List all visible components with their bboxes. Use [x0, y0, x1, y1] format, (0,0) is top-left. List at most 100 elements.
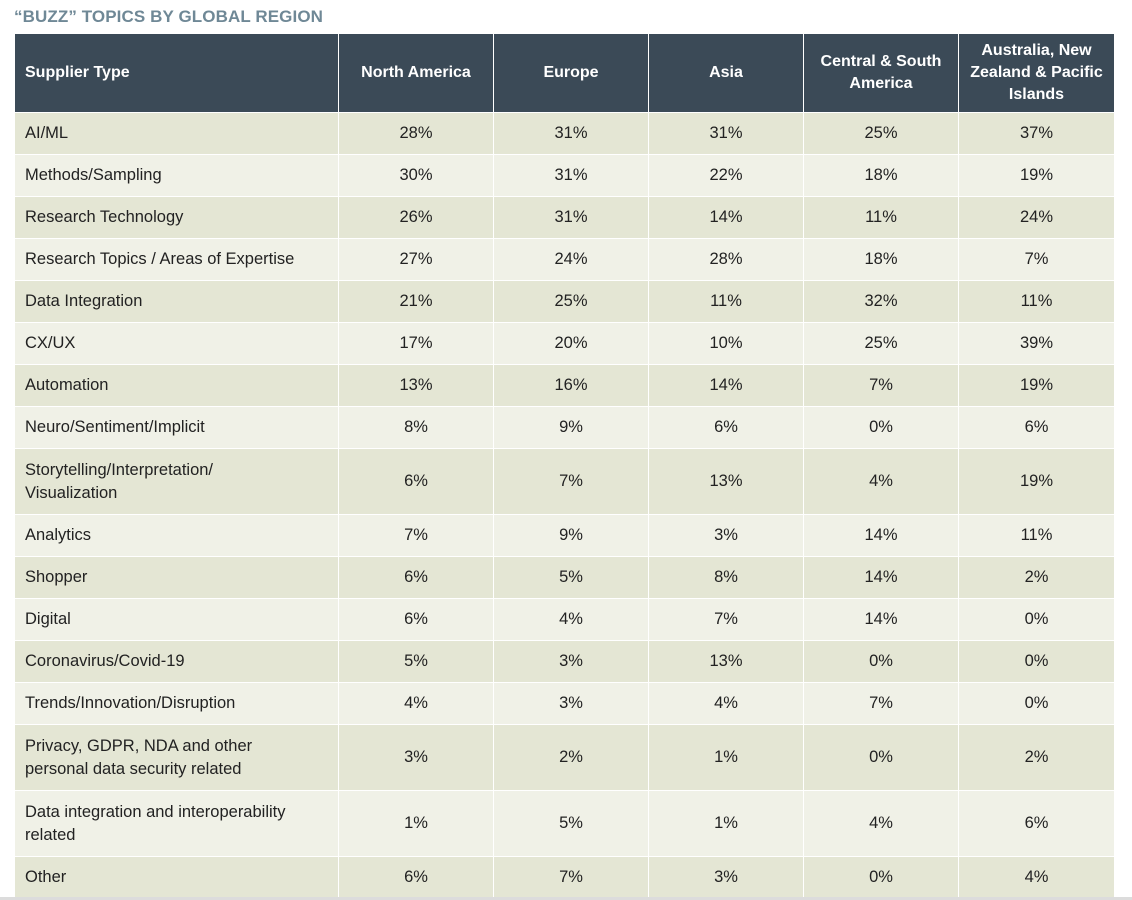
- cell-north-america: 27%: [338, 238, 494, 281]
- cell-europe: 31%: [493, 112, 649, 155]
- cell-australia-nz-pacific: 19%: [958, 448, 1115, 515]
- cell-north-america: 3%: [338, 724, 494, 791]
- cell-australia-nz-pacific: 11%: [958, 280, 1115, 323]
- cell-north-america: 28%: [338, 112, 494, 155]
- row-label: Research Technology: [14, 196, 339, 239]
- column-header-central-south-america: Central & South America: [803, 33, 959, 113]
- cell-asia: 3%: [648, 856, 804, 899]
- cell-europe: 20%: [493, 322, 649, 365]
- cell-central-south-america: 18%: [803, 154, 959, 197]
- row-label: Research Topics / Areas of Expertise: [14, 238, 339, 281]
- cell-europe: 3%: [493, 682, 649, 725]
- table-row: AI/ML 28% 31% 31% 25% 37%: [14, 112, 1115, 155]
- cell-asia: 31%: [648, 112, 804, 155]
- cell-asia: 7%: [648, 598, 804, 641]
- cell-north-america: 26%: [338, 196, 494, 239]
- row-label: Data Integration: [14, 280, 339, 323]
- cell-europe: 31%: [493, 154, 649, 197]
- row-label: Privacy, GDPR, NDA and other personal da…: [14, 724, 339, 791]
- cell-europe: 9%: [493, 406, 649, 449]
- cell-asia: 6%: [648, 406, 804, 449]
- table-row: Research Topics / Areas of Expertise 27% 2…: [14, 238, 1115, 281]
- cell-central-south-america: 18%: [803, 238, 959, 281]
- table-title: “BUZZ” TOPICS BY GLOBAL REGION: [14, 7, 324, 26]
- cell-north-america: 7%: [338, 514, 494, 557]
- cell-central-south-america: 14%: [803, 514, 959, 557]
- row-label: Methods/Sampling: [14, 154, 339, 197]
- cell-central-south-america: 11%: [803, 196, 959, 239]
- table-row: Automation 13% 16% 14% 7% 19%: [14, 364, 1115, 407]
- cell-asia: 1%: [648, 724, 804, 791]
- column-header-asia: Asia: [648, 33, 804, 113]
- cell-asia: 13%: [648, 640, 804, 683]
- table-row: Storytelling/Interpretation/ Visualizati…: [14, 448, 1115, 515]
- row-label: AI/ML: [14, 112, 339, 155]
- cell-north-america: 21%: [338, 280, 494, 323]
- cell-central-south-america: 14%: [803, 598, 959, 641]
- cell-north-america: 6%: [338, 556, 494, 599]
- cell-australia-nz-pacific: 19%: [958, 154, 1115, 197]
- cell-central-south-america: 32%: [803, 280, 959, 323]
- buzz-topics-table: Supplier Type North America Europe Asia …: [14, 33, 1115, 899]
- column-header-supplier-type: Supplier Type: [14, 33, 339, 113]
- row-label: Data integration and interoperability re…: [14, 790, 339, 857]
- cell-central-south-america: 0%: [803, 640, 959, 683]
- cell-europe: 31%: [493, 196, 649, 239]
- cell-europe: 24%: [493, 238, 649, 281]
- cell-europe: 2%: [493, 724, 649, 791]
- cell-north-america: 6%: [338, 448, 494, 515]
- cell-europe: 4%: [493, 598, 649, 641]
- cell-central-south-america: 0%: [803, 856, 959, 899]
- column-header-europe: Europe: [493, 33, 649, 113]
- table-row: Digital 6% 4% 7% 14% 0%: [14, 598, 1115, 641]
- table-row: Other 6% 7% 3% 0% 4%: [14, 856, 1115, 899]
- header-row: Supplier Type North America Europe Asia …: [14, 33, 1115, 113]
- cell-asia: 4%: [648, 682, 804, 725]
- cell-australia-nz-pacific: 6%: [958, 406, 1115, 449]
- cell-australia-nz-pacific: 0%: [958, 598, 1115, 641]
- cell-asia: 8%: [648, 556, 804, 599]
- cell-central-south-america: 25%: [803, 112, 959, 155]
- cell-north-america: 8%: [338, 406, 494, 449]
- table-row: Neuro/Sentiment/Implicit 8% 9% 6% 0% 6%: [14, 406, 1115, 449]
- row-label: Trends/Innovation/Disruption: [14, 682, 339, 725]
- cell-central-south-america: 0%: [803, 724, 959, 791]
- cell-north-america: 1%: [338, 790, 494, 857]
- table-row: CX/UX 17% 20% 10% 25% 39%: [14, 322, 1115, 365]
- row-label: Neuro/Sentiment/Implicit: [14, 406, 339, 449]
- cell-central-south-america: 0%: [803, 406, 959, 449]
- cell-australia-nz-pacific: 7%: [958, 238, 1115, 281]
- cell-asia: 22%: [648, 154, 804, 197]
- cell-europe: 3%: [493, 640, 649, 683]
- cell-australia-nz-pacific: 19%: [958, 364, 1115, 407]
- cell-central-south-america: 14%: [803, 556, 959, 599]
- row-label: CX/UX: [14, 322, 339, 365]
- cell-australia-nz-pacific: 4%: [958, 856, 1115, 899]
- cell-north-america: 6%: [338, 598, 494, 641]
- table-row: Shopper 6% 5% 8% 14% 2%: [14, 556, 1115, 599]
- cell-central-south-america: 7%: [803, 682, 959, 725]
- cell-north-america: 13%: [338, 364, 494, 407]
- cell-australia-nz-pacific: 6%: [958, 790, 1115, 857]
- cell-australia-nz-pacific: 37%: [958, 112, 1115, 155]
- bottom-divider: [0, 897, 1132, 900]
- cell-australia-nz-pacific: 24%: [958, 196, 1115, 239]
- cell-north-america: 30%: [338, 154, 494, 197]
- cell-europe: 16%: [493, 364, 649, 407]
- cell-central-south-america: 4%: [803, 448, 959, 515]
- cell-asia: 28%: [648, 238, 804, 281]
- cell-north-america: 6%: [338, 856, 494, 899]
- cell-north-america: 5%: [338, 640, 494, 683]
- cell-central-south-america: 4%: [803, 790, 959, 857]
- cell-central-south-america: 25%: [803, 322, 959, 365]
- cell-europe: 25%: [493, 280, 649, 323]
- row-label: Other: [14, 856, 339, 899]
- table-row: Data Integration 21% 25% 11% 32% 11%: [14, 280, 1115, 323]
- table-row: Methods/Sampling 30% 31% 22% 18% 19%: [14, 154, 1115, 197]
- cell-central-south-america: 7%: [803, 364, 959, 407]
- row-label: Digital: [14, 598, 339, 641]
- cell-asia: 13%: [648, 448, 804, 515]
- cell-europe: 9%: [493, 514, 649, 557]
- column-header-australia-nz-pacific: Australia, New Zealand & Pacific Islands: [958, 33, 1115, 113]
- row-label: Automation: [14, 364, 339, 407]
